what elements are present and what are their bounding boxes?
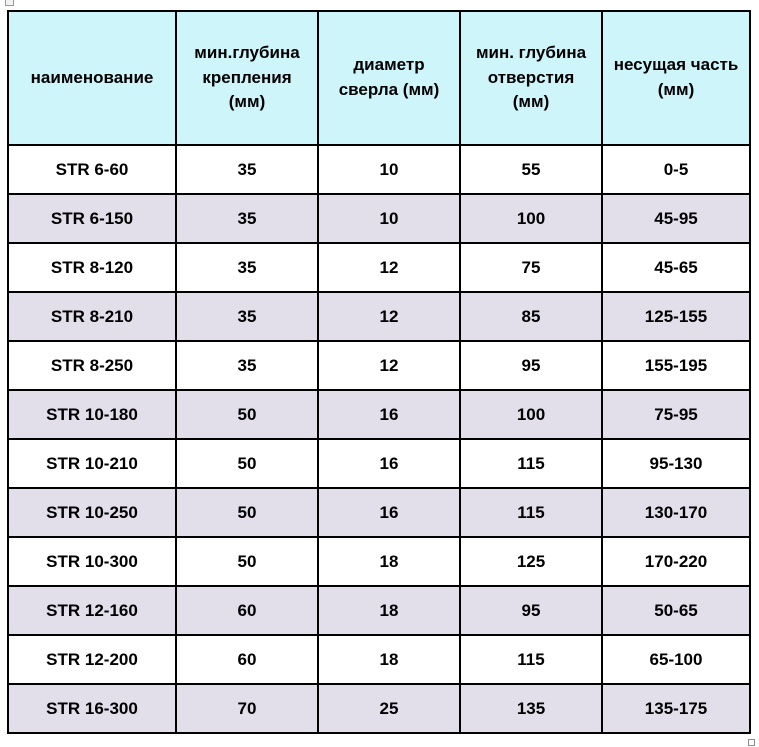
row-value-cell: 16: [317, 487, 461, 538]
row-name-cell: STR 8-210: [7, 291, 177, 342]
row-name-cell: STR 10-250: [7, 487, 177, 538]
row-name-cell: STR 10-180: [7, 389, 177, 440]
fastener-spec-table: наименование мин.глубина крепления (мм) ди…: [7, 10, 751, 734]
row-value-cell: 115: [459, 487, 603, 538]
row-value-cell: 115: [459, 634, 603, 685]
table-row: STR 10-210 50 16 115 95-130: [7, 438, 751, 489]
row-value-cell: 18: [317, 536, 461, 587]
row-value-cell: 95-130: [601, 438, 751, 489]
row-value-cell: 115: [459, 438, 603, 489]
row-value-cell: 125: [459, 536, 603, 587]
table-row: STR 10-180 50 16 100 75-95: [7, 389, 751, 440]
row-name-cell: STR 6-60: [7, 144, 177, 195]
row-name-cell: STR 6-150: [7, 193, 177, 244]
column-header-2: диаметр сверла (мм): [317, 10, 461, 146]
row-name-cell: STR 8-250: [7, 340, 177, 391]
table-row: STR 6-60 35 10 55 0-5: [7, 144, 751, 195]
row-name-cell: STR 12-200: [7, 634, 177, 685]
row-value-cell: 70: [175, 683, 319, 734]
row-value-cell: 35: [175, 340, 319, 391]
row-value-cell: 55: [459, 144, 603, 195]
table-row: STR 8-120 35 12 75 45-65: [7, 242, 751, 293]
table-row: STR 16-300 70 25 135 135-175: [7, 683, 751, 734]
row-value-cell: 16: [317, 389, 461, 440]
row-name-cell: STR 10-300: [7, 536, 177, 587]
row-value-cell: 135: [459, 683, 603, 734]
row-value-cell: 25: [317, 683, 461, 734]
row-value-cell: 75: [459, 242, 603, 293]
column-header-1: мин.глубина крепления (мм): [175, 10, 319, 146]
table-row: STR 10-300 50 18 125 170-220: [7, 536, 751, 587]
row-value-cell: 135-175: [601, 683, 751, 734]
row-value-cell: 50: [175, 389, 319, 440]
row-value-cell: 50-65: [601, 585, 751, 636]
row-value-cell: 12: [317, 291, 461, 342]
row-value-cell: 10: [317, 193, 461, 244]
row-value-cell: 12: [317, 340, 461, 391]
row-value-cell: 18: [317, 585, 461, 636]
column-header-0: наименование: [7, 10, 177, 146]
table-row: STR 12-200 60 18 115 65-100: [7, 634, 751, 685]
row-value-cell: 45-95: [601, 193, 751, 244]
row-value-cell: 18: [317, 634, 461, 685]
row-value-cell: 10: [317, 144, 461, 195]
row-value-cell: 35: [175, 242, 319, 293]
table-head: наименование мин.глубина крепления (мм) ди…: [7, 10, 751, 146]
row-value-cell: 16: [317, 438, 461, 489]
table-body: STR 6-60 35 10 55 0-5 STR 6-150 35 10 100 45-95 ST…: [7, 144, 751, 734]
row-value-cell: 35: [175, 291, 319, 342]
row-name-cell: STR 8-120: [7, 242, 177, 293]
row-name-cell: STR 10-210: [7, 438, 177, 489]
row-value-cell: 35: [175, 144, 319, 195]
row-value-cell: 50: [175, 438, 319, 489]
row-value-cell: 85: [459, 291, 603, 342]
table-row: STR 12-160 60 18 95 50-65: [7, 585, 751, 636]
table-resize-handle-icon[interactable]: [748, 739, 755, 746]
table-row: STR 6-150 35 10 100 45-95: [7, 193, 751, 244]
column-header-4: несущая часть (мм): [601, 10, 751, 146]
row-value-cell: 12: [317, 242, 461, 293]
row-name-cell: STR 16-300: [7, 683, 177, 734]
table-header-row: наименование мин.глубина крепления (мм) ди…: [7, 10, 751, 146]
row-value-cell: 60: [175, 634, 319, 685]
row-value-cell: 50: [175, 487, 319, 538]
row-value-cell: 95: [459, 340, 603, 391]
table-row: STR 8-210 35 12 85 125-155: [7, 291, 751, 342]
row-value-cell: 130-170: [601, 487, 751, 538]
table-move-handle-icon[interactable]: [5, 0, 14, 6]
row-value-cell: 0-5: [601, 144, 751, 195]
row-value-cell: 100: [459, 389, 603, 440]
row-value-cell: 60: [175, 585, 319, 636]
row-value-cell: 95: [459, 585, 603, 636]
table-row: STR 8-250 35 12 95 155-195: [7, 340, 751, 391]
row-name-cell: STR 12-160: [7, 585, 177, 636]
column-header-3: мин. глубина отверстия (мм): [459, 10, 603, 146]
row-value-cell: 45-65: [601, 242, 751, 293]
row-value-cell: 100: [459, 193, 603, 244]
row-value-cell: 65-100: [601, 634, 751, 685]
row-value-cell: 170-220: [601, 536, 751, 587]
row-value-cell: 35: [175, 193, 319, 244]
table-row: STR 10-250 50 16 115 130-170: [7, 487, 751, 538]
row-value-cell: 125-155: [601, 291, 751, 342]
row-value-cell: 50: [175, 536, 319, 587]
row-value-cell: 155-195: [601, 340, 751, 391]
row-value-cell: 75-95: [601, 389, 751, 440]
